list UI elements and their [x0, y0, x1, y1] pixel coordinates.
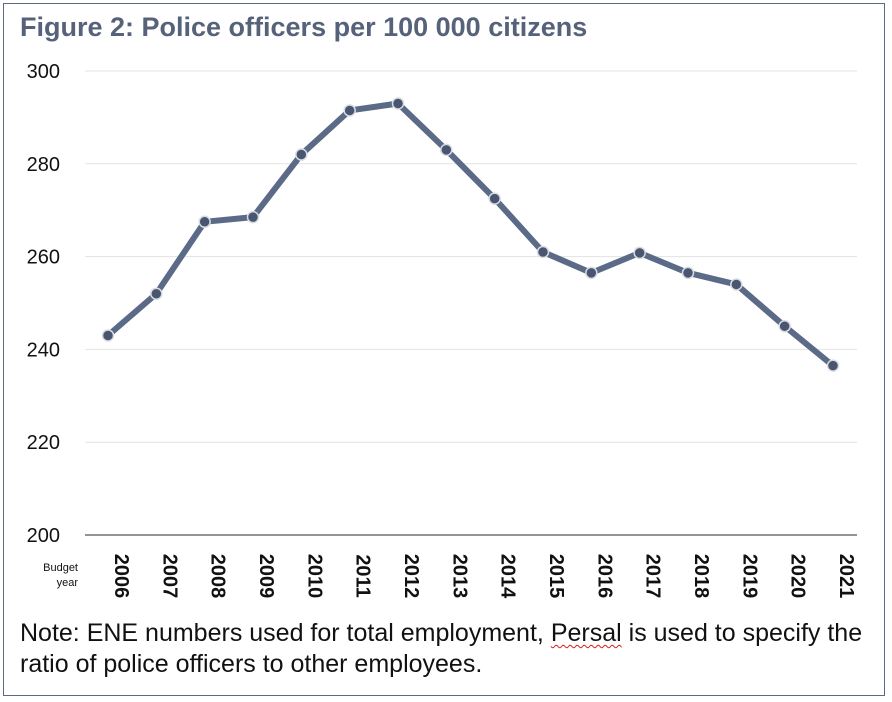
x-tick-label-2012: 2012 [400, 554, 422, 599]
x-tick-label-2010: 2010 [303, 554, 325, 599]
footnote: Note: ENE numbers used for total employm… [20, 618, 880, 680]
y-tick-label-240: 240 [27, 339, 60, 361]
x-axis-label: Budget year [43, 562, 78, 589]
figure-frame [3, 3, 885, 696]
data-point-2010 [295, 148, 308, 161]
y-axis-ticks: 200 220 240 260 280 300 [27, 61, 60, 547]
x-tick-label-2011: 2011 [352, 554, 374, 597]
x-tick-label-2013: 2013 [448, 554, 470, 599]
data-point-2011 [343, 104, 356, 117]
y-tick-label-300: 300 [27, 61, 60, 83]
data-point-2014 [488, 192, 501, 205]
x-tick-label-2017: 2017 [642, 554, 664, 599]
x-tick-label-2020: 2020 [787, 554, 809, 599]
data-point-2006 [101, 329, 115, 342]
y-tick-label-260: 260 [27, 247, 60, 269]
data-point-2017 [633, 246, 646, 260]
data-point-2020 [778, 319, 791, 333]
data-point-2019 [730, 278, 743, 291]
x-tick-label-2014: 2014 [497, 554, 519, 599]
data-point-2015 [536, 245, 550, 259]
x-tick-label-2015: 2015 [545, 554, 567, 599]
x-tick-label-2008: 2008 [207, 554, 229, 599]
y-tick-label-200: 200 [27, 525, 60, 547]
x-axis-label-line2: year [57, 577, 79, 589]
chart-title: Figure 2: Police officers per 100 000 ci… [20, 12, 588, 42]
data-point-2013 [440, 143, 453, 157]
data-point-2009 [246, 210, 260, 224]
x-tick-label-2021: 2021 [835, 554, 857, 599]
x-tick-label-2019: 2019 [738, 554, 760, 599]
data-points [101, 97, 840, 372]
data-point-2016 [585, 266, 598, 280]
data-point-2018 [681, 266, 695, 280]
gridlines [85, 70, 857, 443]
series-line [105, 100, 836, 369]
x-tick-label-2016: 2016 [593, 554, 615, 599]
x-tick-label-2018: 2018 [690, 554, 712, 599]
data-point-2007 [150, 287, 163, 300]
data-point-2008 [198, 215, 211, 229]
x-axis-label-line1: Budget [43, 562, 78, 574]
x-tick-label-2007: 2007 [158, 554, 180, 599]
y-tick-label-220: 220 [27, 432, 60, 454]
data-point-2021 [826, 359, 840, 372]
data-point-2012 [391, 97, 405, 110]
footnote-text-end: is used to specify the ratio of police o… [20, 619, 863, 678]
footnote-flagged-word: Persal [550, 619, 622, 647]
x-tick-label-2006: 2006 [110, 554, 132, 599]
footnote-text-start: Note: ENE numbers used for total employm… [20, 619, 551, 647]
x-tick-label-2009: 2009 [255, 554, 277, 599]
x-axis-ticks: 2006 2007 2008 2009 2010 2011 2012 2013 2014 2015… [110, 554, 857, 599]
y-tick-label-280: 280 [27, 154, 60, 176]
